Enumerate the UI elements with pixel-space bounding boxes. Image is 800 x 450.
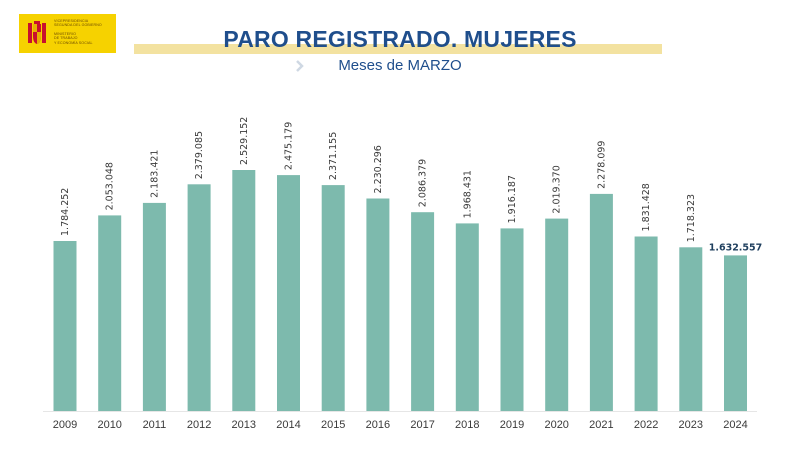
logo-line-5: Y ECONOMÍA SOCIAL bbox=[54, 40, 93, 45]
bar-2019 bbox=[500, 228, 524, 411]
bar-2011 bbox=[142, 202, 166, 411]
logo-line-2: SEGUNDA DEL GOBIERNO bbox=[54, 23, 102, 28]
x-tick-2023: 2023 bbox=[679, 419, 703, 431]
data-label-2009: 1.784.252 bbox=[60, 188, 71, 236]
bar-2014 bbox=[277, 175, 300, 411]
data-label-2015: 2.371.155 bbox=[328, 132, 339, 180]
bar-2022 bbox=[634, 236, 658, 411]
x-tick-2010: 2010 bbox=[97, 419, 121, 431]
coat-of-arms-icon bbox=[28, 21, 46, 44]
x-tick-2022: 2022 bbox=[634, 419, 658, 431]
title-underline-bar bbox=[134, 44, 662, 54]
x-tick-2016: 2016 bbox=[366, 419, 390, 431]
x-tick-2009: 2009 bbox=[53, 419, 77, 431]
logo-line-4: DE TRABAJO bbox=[54, 36, 78, 41]
data-label-2017: 2.086.379 bbox=[418, 159, 429, 207]
data-label-2021: 2.278.099 bbox=[596, 141, 607, 189]
logo-line-1: VICEPRESIDENCIA bbox=[54, 19, 89, 23]
x-tick-2021: 2021 bbox=[589, 419, 613, 431]
data-label-2022: 1.831.428 bbox=[641, 183, 652, 231]
x-tick-2017: 2017 bbox=[410, 419, 434, 431]
data-label-2010: 2.053.048 bbox=[105, 162, 116, 210]
bar-2023 bbox=[679, 247, 703, 411]
bar-2024 bbox=[724, 255, 747, 411]
logo-line-3: MINISTERIO bbox=[54, 31, 76, 36]
bar-2012 bbox=[187, 184, 211, 411]
x-tick-2014: 2014 bbox=[276, 419, 300, 431]
logo-text: VICEPRESIDENCIA SEGUNDA DEL GOBIERNO MIN… bbox=[54, 19, 114, 45]
data-label-2011: 2.183.421 bbox=[149, 150, 160, 198]
x-tick-2019: 2019 bbox=[500, 419, 524, 431]
data-label-2016: 2.230.296 bbox=[373, 145, 384, 193]
data-label-2019: 1.916.187 bbox=[507, 175, 518, 223]
bar-2017 bbox=[411, 212, 435, 411]
bar-2020 bbox=[545, 218, 569, 411]
x-tick-2024: 2024 bbox=[723, 419, 747, 431]
data-label-2012: 2.379.085 bbox=[194, 131, 205, 179]
data-label-2018: 1.968.431 bbox=[462, 170, 473, 218]
data-label-2020: 2.019.370 bbox=[552, 165, 563, 213]
x-tick-2012: 2012 bbox=[187, 419, 211, 431]
data-label-2024: 1.632.557 bbox=[709, 242, 763, 253]
ministry-logo: VICEPRESIDENCIA SEGUNDA DEL GOBIERNO MIN… bbox=[19, 14, 116, 53]
bar-2016 bbox=[366, 198, 390, 411]
bar-2018 bbox=[455, 223, 479, 411]
x-tick-2015: 2015 bbox=[321, 419, 345, 431]
bar-2010 bbox=[98, 215, 122, 411]
x-tick-2018: 2018 bbox=[455, 419, 479, 431]
bar-2009 bbox=[53, 241, 77, 411]
bar-2013 bbox=[232, 170, 256, 411]
x-tick-2011: 2011 bbox=[143, 419, 167, 431]
data-label-2014: 2.475.179 bbox=[284, 122, 295, 170]
data-label-2013: 2.529.152 bbox=[239, 117, 250, 165]
bar-2015 bbox=[321, 185, 345, 411]
x-tick-2020: 2020 bbox=[544, 419, 568, 431]
data-label-2023: 1.718.323 bbox=[686, 194, 697, 242]
chart-subtitle: Meses de MARZO bbox=[338, 57, 462, 74]
x-tick-2013: 2013 bbox=[232, 419, 256, 431]
bar-2021 bbox=[589, 193, 613, 411]
chart-title: PARO REGISTRADO. MUJERES bbox=[223, 26, 577, 52]
chevron-right-icon bbox=[296, 60, 304, 72]
